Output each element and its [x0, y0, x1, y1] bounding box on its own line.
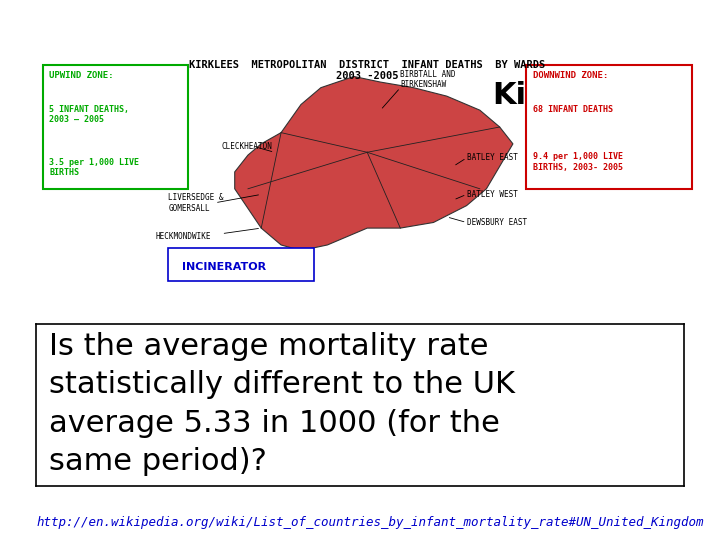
Text: 68 INFANT DEATHS: 68 INFANT DEATHS	[533, 105, 613, 113]
Text: 3.5 per 1,000 LIVE
BIRTHS: 3.5 per 1,000 LIVE BIRTHS	[49, 158, 139, 177]
Text: HECKMONDWIKE: HECKMONDWIKE	[156, 232, 211, 241]
FancyBboxPatch shape	[168, 248, 314, 281]
Text: 5 INFANT DEATHS,
2003 – 2005: 5 INFANT DEATHS, 2003 – 2005	[49, 105, 130, 124]
Text: KIRKLEES  METROPOLITAN  DISTRICT  INFANT DEATHS  BY WARDS
2003 -2005: KIRKLEES METROPOLITAN DISTRICT INFANT DE…	[189, 59, 545, 81]
Text: DEWSBURY EAST: DEWSBURY EAST	[467, 218, 527, 227]
Polygon shape	[235, 77, 513, 251]
Text: INCINERATOR: INCINERATOR	[181, 262, 266, 272]
Text: CLECKHEATON: CLECKHEATON	[222, 142, 272, 151]
Text: BIRBTALL AND
BIRKENSHAW: BIRBTALL AND BIRKENSHAW	[400, 70, 456, 89]
FancyBboxPatch shape	[42, 65, 189, 189]
FancyBboxPatch shape	[526, 65, 692, 189]
Text: 9.4 per 1,000 LIVE
BIRTHS, 2003- 2005: 9.4 per 1,000 LIVE BIRTHS, 2003- 2005	[533, 152, 623, 172]
Text: BATLEY WEST: BATLEY WEST	[467, 190, 518, 199]
Text: BATLEY EAST: BATLEY EAST	[467, 153, 518, 163]
Text: Kirklees: Kirklees	[492, 82, 631, 111]
Text: LIVERSEDGE &
GOMERSALL: LIVERSEDGE & GOMERSALL	[168, 193, 224, 213]
Text: Is the average mortality rate
statistically different to the UK
average 5.33 in : Is the average mortality rate statistica…	[49, 332, 515, 476]
Text: DOWNWIND ZONE:: DOWNWIND ZONE:	[533, 71, 608, 80]
Text: http://en.wikipedia.org/wiki/List_of_countries_by_infant_mortality_rate#UN_Unite: http://en.wikipedia.org/wiki/List_of_cou…	[36, 516, 703, 529]
Text: UPWIND ZONE:: UPWIND ZONE:	[49, 71, 114, 80]
